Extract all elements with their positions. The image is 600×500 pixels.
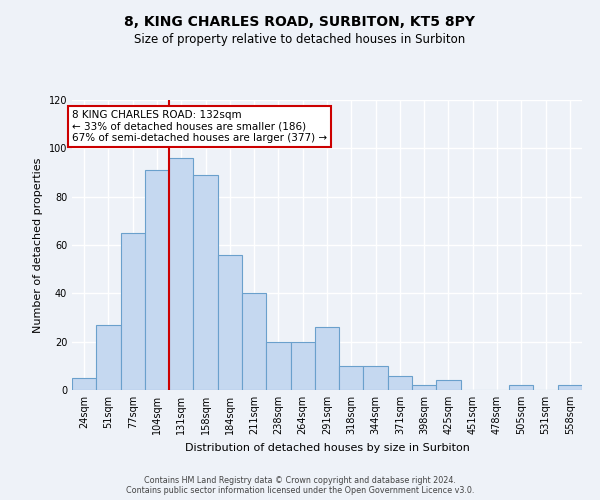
- Bar: [412, 385, 436, 390]
- Bar: [96, 325, 121, 390]
- Text: 8 KING CHARLES ROAD: 132sqm
← 33% of detached houses are smaller (186)
67% of se: 8 KING CHARLES ROAD: 132sqm ← 33% of det…: [72, 110, 327, 143]
- Bar: [315, 327, 339, 390]
- Bar: [72, 378, 96, 390]
- Text: 8, KING CHARLES ROAD, SURBITON, KT5 8PY: 8, KING CHARLES ROAD, SURBITON, KT5 8PY: [125, 15, 476, 29]
- Bar: [290, 342, 315, 390]
- Bar: [121, 233, 145, 390]
- Bar: [509, 385, 533, 390]
- Bar: [266, 342, 290, 390]
- Bar: [169, 158, 193, 390]
- Bar: [364, 366, 388, 390]
- Text: Contains HM Land Registry data © Crown copyright and database right 2024.
Contai: Contains HM Land Registry data © Crown c…: [126, 476, 474, 495]
- Y-axis label: Number of detached properties: Number of detached properties: [33, 158, 43, 332]
- Bar: [218, 254, 242, 390]
- Bar: [242, 294, 266, 390]
- Bar: [388, 376, 412, 390]
- X-axis label: Distribution of detached houses by size in Surbiton: Distribution of detached houses by size …: [185, 442, 469, 452]
- Bar: [436, 380, 461, 390]
- Bar: [193, 175, 218, 390]
- Text: Size of property relative to detached houses in Surbiton: Size of property relative to detached ho…: [134, 32, 466, 46]
- Bar: [339, 366, 364, 390]
- Bar: [145, 170, 169, 390]
- Bar: [558, 385, 582, 390]
